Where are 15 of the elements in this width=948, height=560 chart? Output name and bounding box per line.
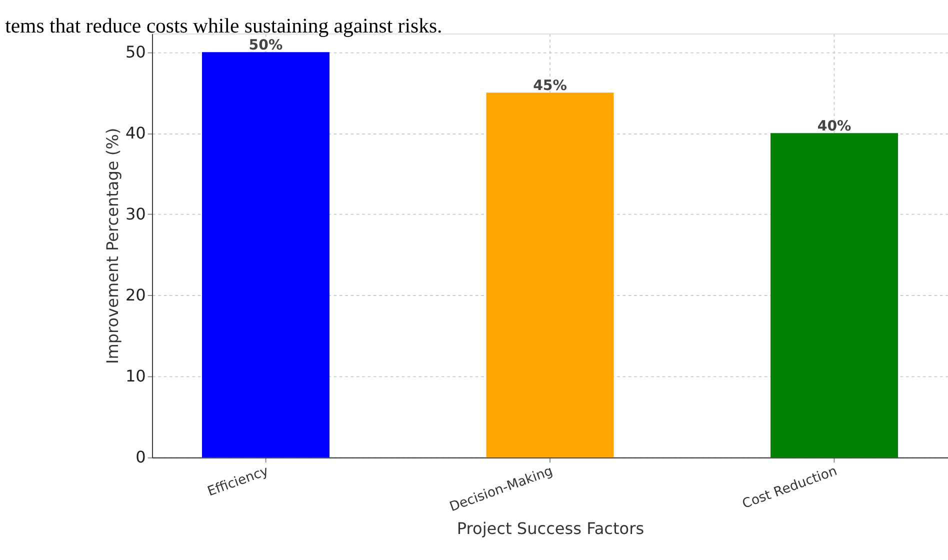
- y-tick-label: 50: [125, 42, 146, 62]
- data-label: 45%: [533, 78, 567, 94]
- y-tick-label: 10: [125, 366, 146, 386]
- bar: [486, 92, 614, 458]
- data-label: 40%: [817, 118, 852, 134]
- y-tick-label: 0: [136, 448, 146, 467]
- y-tick-label: 20: [125, 286, 146, 304]
- data-label: 50%: [248, 37, 283, 54]
- y-tick-label: 40: [125, 123, 146, 142]
- bar: [770, 133, 898, 458]
- bar: [202, 52, 330, 458]
- annotation: tems that reduce costs while sustaining against risks.: [5, 14, 442, 38]
- y-axis-title: Improvement Percentage (%): [102, 128, 122, 364]
- y-tick-label: 30: [125, 204, 146, 224]
- x-axis-title: Project Success Factors: [456, 518, 644, 538]
